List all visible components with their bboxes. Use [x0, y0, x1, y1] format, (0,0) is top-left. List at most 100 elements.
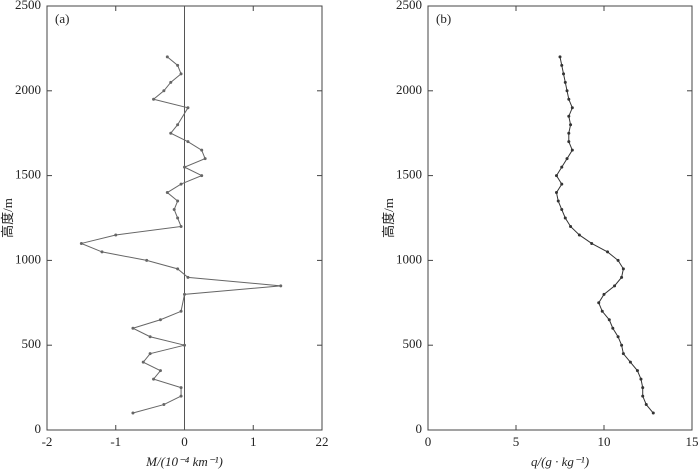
data-point [558, 55, 562, 59]
y-tick-label: 0 [416, 421, 423, 436]
data-point [639, 377, 643, 381]
y-tick-label: 2500 [15, 0, 41, 12]
data-point [179, 386, 183, 390]
data-point [600, 309, 604, 313]
y-tick-label: 0 [35, 421, 42, 436]
data-point [620, 275, 624, 279]
y-tick-label: 1500 [396, 167, 422, 182]
data-point [183, 165, 186, 169]
x-tick-label: 0 [181, 434, 188, 449]
data-point [570, 148, 574, 152]
data-point [570, 106, 574, 110]
profile-line [79, 56, 281, 414]
x-tick-label: 1 [250, 434, 257, 449]
data-point [141, 360, 145, 364]
data-point [179, 182, 183, 186]
data-point [577, 233, 581, 237]
x-axis-label: q/(g · kg⁻¹) [531, 454, 589, 469]
data-point [152, 377, 156, 381]
data-point [613, 284, 617, 288]
data-point [176, 267, 180, 271]
data-point [176, 123, 180, 127]
data-point [186, 275, 190, 279]
data-point [562, 72, 566, 76]
data-point [158, 318, 162, 322]
y-tick-label: 1500 [15, 167, 41, 182]
data-point [279, 284, 283, 288]
data-point [176, 63, 180, 67]
data-point [148, 335, 152, 339]
data-point [556, 199, 560, 203]
panel-label: (a) [55, 11, 69, 26]
data-point [203, 157, 207, 161]
data-point [560, 208, 564, 212]
data-point [567, 114, 571, 118]
data-point [606, 250, 610, 254]
data-point [621, 352, 625, 356]
data-point [554, 191, 558, 195]
data-point [590, 241, 594, 245]
data-point [114, 233, 118, 237]
data-point [131, 411, 135, 415]
y-tick-label: 500 [403, 336, 423, 351]
data-point [176, 216, 180, 220]
data-point [172, 208, 176, 212]
y-axis-label: 高度/m [0, 198, 15, 238]
data-point [152, 97, 156, 101]
data-point [651, 411, 655, 415]
data-point [131, 326, 135, 330]
y-tick-label: 2500 [396, 0, 422, 12]
data-point [186, 140, 190, 144]
data-point [567, 131, 571, 135]
data-point [644, 403, 648, 407]
x-axis-label: M/(10⁻⁴ km⁻¹) [145, 454, 223, 469]
data-point [563, 216, 567, 220]
x-tick-label: 15 [686, 434, 699, 449]
data-point [158, 369, 162, 373]
data-point [616, 258, 620, 262]
data-point [179, 394, 183, 398]
data-point [620, 343, 624, 347]
y-tick-label: 1000 [15, 251, 41, 266]
y-tick-label: 2000 [15, 82, 41, 97]
data-point [148, 352, 152, 356]
data-point [621, 267, 625, 271]
data-point [100, 250, 104, 254]
data-point [162, 403, 166, 407]
data-point [186, 106, 190, 110]
data-point [200, 174, 204, 178]
data-point [569, 123, 573, 127]
x-tick-label: 10 [598, 434, 611, 449]
x-tick-label: -1 [110, 434, 121, 449]
data-point [641, 386, 645, 390]
data-point [563, 80, 567, 84]
profile-line [555, 56, 654, 414]
data-point [565, 157, 569, 161]
panel-label: (b) [436, 11, 451, 26]
y-tick-label: 1000 [396, 251, 422, 266]
data-point [169, 80, 173, 84]
data-point [554, 174, 558, 178]
data-point [641, 394, 645, 398]
data-point [165, 55, 169, 59]
data-point [169, 131, 173, 135]
data-point [183, 292, 186, 296]
data-point [569, 224, 573, 228]
x-tick-label: 22 [316, 434, 329, 449]
data-point [165, 191, 169, 195]
data-point [567, 97, 571, 101]
data-point [616, 335, 620, 339]
data-point [628, 360, 632, 364]
data-point [560, 182, 564, 186]
data-point [611, 326, 615, 330]
x-tick-label: -2 [42, 434, 53, 449]
x-tick-label: 0 [425, 434, 432, 449]
x-tick-label: 5 [513, 434, 520, 449]
data-point [79, 241, 83, 245]
y-axis-label: 高度/m [381, 198, 396, 238]
data-point [176, 199, 180, 203]
data-point [145, 258, 149, 262]
plot-frame [427, 5, 693, 431]
data-point [183, 343, 186, 347]
